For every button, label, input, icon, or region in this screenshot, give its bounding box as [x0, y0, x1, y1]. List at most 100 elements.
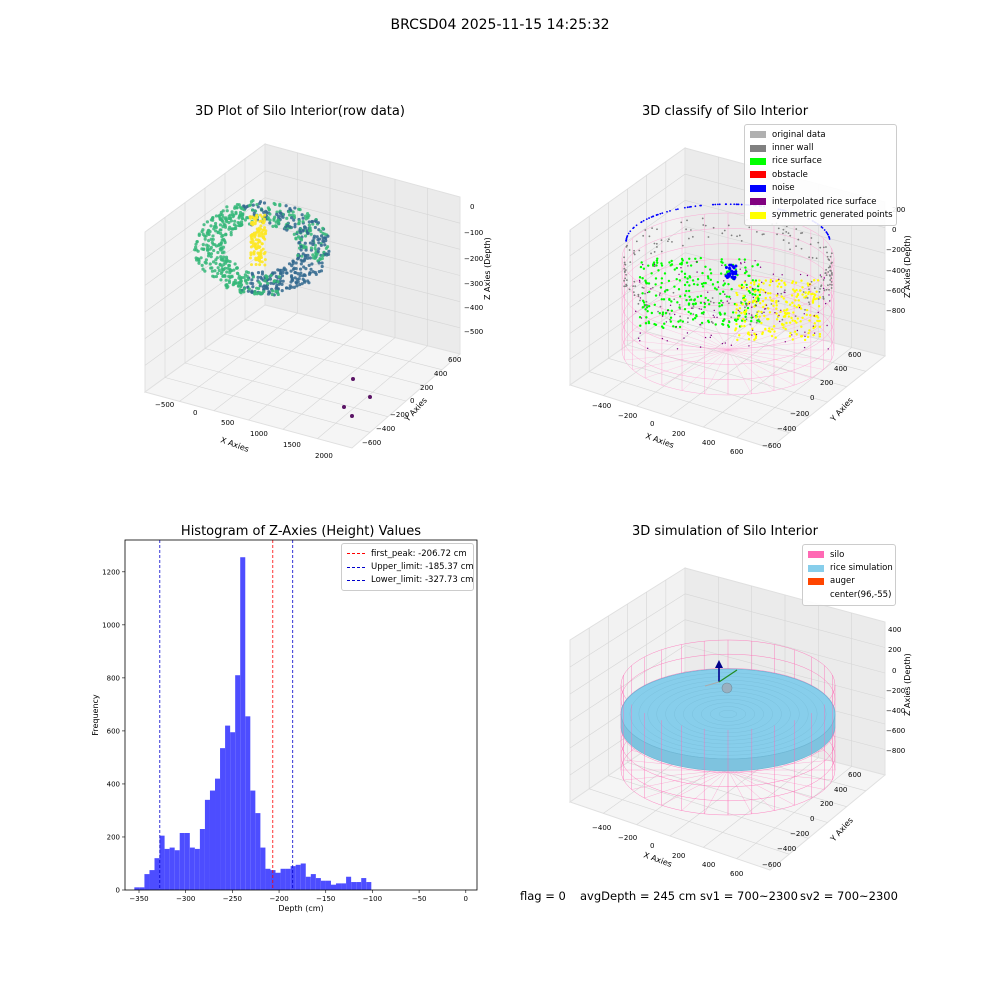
raw-x-ticks: −500 0 500 1000 1500 2000 — [155, 401, 333, 460]
legend-swatch — [750, 131, 766, 139]
histogram-bar — [225, 725, 231, 890]
classify-z-tick: −800 — [886, 307, 905, 315]
raw-y-tick: 200 — [420, 384, 433, 392]
simulation-x-tick: −400 — [592, 824, 611, 832]
histogram-bar — [305, 876, 311, 890]
histogram-x-tick: −300 — [176, 895, 195, 903]
simulation-y-tick: −200 — [790, 830, 809, 838]
raw-3d-plot: −500 0 500 1000 1500 2000 X Axies 600 40… — [143, 143, 492, 460]
classify-x-tick: −400 — [592, 402, 611, 410]
classify-y-tick: −400 — [777, 425, 796, 433]
classify-y-label: Y Axies — [828, 396, 855, 424]
legend-label: symmetric generated points — [772, 210, 893, 221]
histogram-bar — [290, 866, 296, 890]
simulation-z-tick: 0 — [892, 667, 896, 675]
histogram-bar — [149, 870, 155, 890]
histogram-bar — [159, 835, 165, 890]
histogram-bar — [154, 858, 160, 890]
simulation-y-tick: −600 — [762, 861, 781, 869]
histogram-x-tick: −150 — [316, 895, 335, 903]
simulation-z-tick: −600 — [886, 727, 905, 735]
legend-entry: auger — [808, 575, 890, 588]
histogram-bar — [164, 848, 170, 890]
legend-swatch — [808, 577, 824, 585]
simulation-z-ticks: 400 200 0 −200 −400 −600 −800 — [886, 626, 905, 755]
raw-z-tick: −100 — [464, 229, 483, 237]
histogram-bar — [351, 882, 357, 890]
histogram-bar — [325, 880, 331, 890]
raw-x-tick: 0 — [193, 409, 197, 417]
raw-outlier-point — [350, 414, 354, 418]
legend-entry: inner wall — [750, 141, 891, 154]
histogram-bar — [250, 790, 256, 890]
legend-swatch — [750, 198, 766, 206]
raw-y-tick: 400 — [434, 370, 447, 378]
histogram-y-tick: 0 — [116, 887, 120, 895]
simulation-legend: silo rice simulation auger center(96,-55) — [802, 544, 896, 606]
classify-z-tick: −200 — [886, 246, 905, 254]
classify-3d-plot: −400 −200 0 200 400 600 X Axies 600 400 … — [568, 147, 912, 456]
simulation-3d-plot: −400 −200 0 200 400 600 X Axies 600 400 … — [568, 567, 912, 878]
histogram-y-tick: 1000 — [102, 621, 120, 629]
histogram-bar — [255, 813, 261, 890]
simulation-y-tick: 0 — [810, 815, 814, 823]
raw-z-tick: −200 — [464, 255, 483, 263]
simulation-panel-title: 3D simulation of Silo Interior — [632, 524, 818, 539]
stats-sv2: sv2 = 700~2300 — [800, 889, 898, 903]
simulation-z-tick: −400 — [886, 707, 905, 715]
histogram-legend: first_peak: -206.72 cm Upper_limit: -185.… — [341, 543, 474, 592]
simulation-y-label: Y Axies — [828, 816, 855, 844]
simulation-y-tick: 200 — [820, 800, 833, 808]
histogram-bar — [139, 887, 145, 890]
histogram-chart: −350 −300 −250 −200 −150 −100 −50 0 0 200 400 600 8… — [91, 539, 478, 913]
histogram-title: Histogram of Z-Axies (Height) Values — [180, 524, 422, 539]
simulation-x-label: X Axies — [642, 850, 673, 869]
simulation-z-label: Z Axies (Depth) — [903, 653, 912, 716]
histogram-bar — [174, 850, 180, 890]
histogram-bar — [265, 868, 271, 890]
classify-x-tick: 600 — [730, 448, 743, 456]
simulation-z-tick: 400 — [888, 626, 901, 634]
raw-z-tick: 0 — [470, 203, 474, 211]
classify-x-tick: 0 — [650, 420, 654, 428]
legend-label: Lower_limit: -327.73 cm — [371, 575, 474, 586]
simulation-x-tick: 600 — [730, 870, 743, 878]
raw-x-label: X Axies — [219, 435, 250, 454]
simulation-x-tick: 0 — [650, 842, 654, 850]
simulation-silo-wireframe-upper — [620, 685, 833, 815]
histogram-x-label: Depth (cm) — [278, 904, 323, 913]
legend-entry: Lower_limit: -327.73 cm — [347, 574, 473, 587]
histogram-bar — [169, 847, 175, 890]
histogram-bar — [341, 883, 347, 890]
simulation-z-tick: −800 — [886, 747, 905, 755]
histogram-bar — [346, 876, 352, 890]
histogram-y-tick: 200 — [107, 833, 120, 841]
simulation-y-tick: 400 — [834, 786, 847, 794]
classify-z-tick: −600 — [886, 287, 905, 295]
histogram-x-tick: −50 — [412, 895, 427, 903]
histogram-bar — [134, 887, 140, 890]
histogram-bar — [330, 884, 337, 890]
legend-label: rice simulation — [830, 563, 893, 574]
histogram-y-tick: 800 — [107, 674, 120, 682]
raw-y-tick: −200 — [390, 411, 409, 419]
legend-swatch — [750, 144, 766, 152]
histogram-bar — [220, 748, 226, 890]
raw-z-tick: −500 — [464, 328, 483, 336]
histogram-bar — [240, 557, 246, 890]
legend-label: first_peak: -206.72 cm — [371, 548, 467, 559]
simulation-z-tick: −200 — [886, 687, 905, 695]
legend-label: noise — [772, 183, 795, 194]
raw-axes-panes — [143, 143, 462, 449]
legend-label: interpolated rice surface — [772, 196, 877, 207]
raw-x-tick: −500 — [155, 401, 174, 409]
raw-outlier-point — [351, 377, 355, 381]
histogram-bar — [260, 847, 266, 890]
classify-z-label: Z Axies (Depth) — [903, 235, 912, 298]
raw-y-tick: 0 — [410, 397, 414, 405]
histogram-bar — [179, 832, 185, 890]
classify-z-tick: 0 — [892, 226, 896, 234]
legend-label: center(96,-55) — [830, 589, 892, 600]
stats-avg-depth: avgDepth = 245 cm — [580, 889, 697, 903]
classify-y-tick: 400 — [834, 365, 847, 373]
